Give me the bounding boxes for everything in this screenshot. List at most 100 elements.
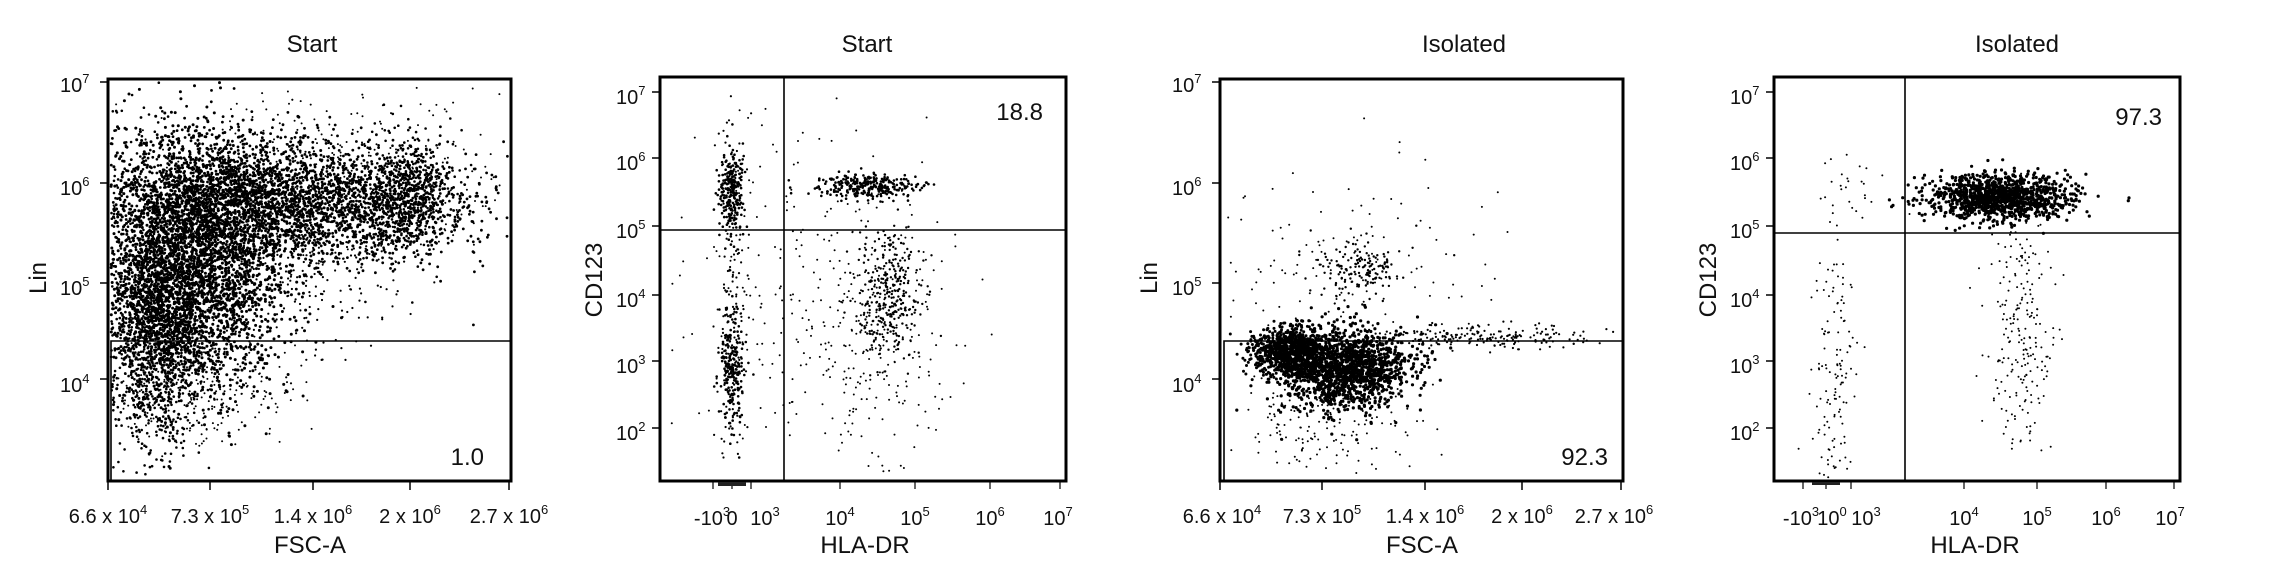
event-dot xyxy=(219,411,223,415)
event-dot xyxy=(224,235,227,239)
event-dot xyxy=(119,155,123,158)
event-dot xyxy=(216,308,220,311)
event-dot xyxy=(143,179,147,183)
event-dot xyxy=(238,306,242,310)
event-dot xyxy=(110,281,114,284)
event-dot xyxy=(201,184,205,188)
event-dot xyxy=(183,170,187,173)
event-dot xyxy=(131,236,135,240)
event-dot xyxy=(244,362,248,366)
event-dot xyxy=(211,341,215,345)
event-dot xyxy=(284,150,288,154)
event-dot xyxy=(172,129,176,133)
event-dot xyxy=(119,179,123,183)
event-dot xyxy=(211,241,214,245)
event-dot xyxy=(315,123,319,127)
event-dot xyxy=(175,202,178,206)
event-dot xyxy=(257,259,261,263)
event-dot xyxy=(266,406,270,410)
event-dot xyxy=(193,368,197,372)
event-dot xyxy=(209,167,213,171)
event-dot xyxy=(286,111,290,114)
event-dot xyxy=(234,194,238,197)
event-dot xyxy=(117,127,121,130)
event-dot xyxy=(219,201,223,205)
event-dot xyxy=(260,154,264,157)
event-dot xyxy=(231,332,235,336)
event-dot xyxy=(173,183,177,187)
event-dot xyxy=(240,310,244,313)
event-dot xyxy=(192,210,196,213)
event-dot xyxy=(196,319,199,322)
event-dot xyxy=(260,229,263,233)
event-dot xyxy=(133,234,137,238)
event-dot xyxy=(237,179,241,183)
event-dot xyxy=(268,329,272,333)
event-dot xyxy=(216,356,220,360)
event-dot xyxy=(300,154,304,158)
event-dot xyxy=(203,415,207,419)
event-dot xyxy=(178,90,182,94)
event-dot xyxy=(237,314,241,318)
event-dot xyxy=(190,256,194,260)
event-dot xyxy=(115,151,119,155)
event-dot xyxy=(211,347,214,350)
event-dot xyxy=(191,275,195,279)
event-dot xyxy=(210,133,214,137)
event-dot xyxy=(201,314,204,318)
event-dot xyxy=(197,421,201,425)
event-dot xyxy=(301,291,305,295)
event-dot xyxy=(190,235,194,239)
event-dot xyxy=(241,146,245,150)
event-dot xyxy=(121,399,124,403)
event-dot xyxy=(137,274,141,277)
event-dot xyxy=(198,329,202,333)
event-dot xyxy=(165,286,168,289)
event-dot xyxy=(234,241,238,245)
event-dot xyxy=(244,345,248,349)
event-dot xyxy=(243,161,247,165)
event-dot xyxy=(221,155,225,159)
event-dot xyxy=(250,334,254,337)
event-dot xyxy=(237,125,241,129)
event-dot xyxy=(251,223,255,227)
event-dot xyxy=(284,389,288,393)
event-dot xyxy=(248,375,252,379)
event-dot xyxy=(270,283,274,287)
event-dot xyxy=(259,241,263,245)
event-dot xyxy=(234,227,238,231)
event-dot xyxy=(265,142,269,145)
event-dot xyxy=(246,208,250,212)
event-dot xyxy=(278,248,282,252)
event-dot xyxy=(209,270,212,274)
event-dot xyxy=(155,324,159,327)
event-dot xyxy=(140,178,143,182)
event-dot xyxy=(142,315,145,318)
event-dot xyxy=(271,118,275,121)
event-dot xyxy=(142,198,146,202)
event-dot xyxy=(268,377,272,381)
event-dot xyxy=(177,180,181,184)
event-dot xyxy=(201,363,205,366)
event-dot xyxy=(237,128,241,132)
event-dot xyxy=(252,238,255,242)
event-dot xyxy=(131,243,135,247)
event-dot xyxy=(241,361,245,365)
event-dot xyxy=(236,160,239,164)
event-dot xyxy=(131,275,134,278)
event-dot xyxy=(155,171,159,175)
event-dot xyxy=(162,295,166,298)
event-dot xyxy=(293,136,297,139)
event-dot xyxy=(191,309,195,312)
event-dot xyxy=(234,234,238,238)
event-dot xyxy=(200,356,204,360)
event-dot xyxy=(248,345,251,349)
event-dot xyxy=(136,391,139,394)
event-dot xyxy=(127,178,131,182)
event-dot xyxy=(169,400,173,404)
event-dot xyxy=(225,220,229,224)
event-dot xyxy=(253,345,257,349)
event-dot xyxy=(124,372,127,376)
event-dot xyxy=(255,145,258,149)
event-dot xyxy=(235,381,239,385)
